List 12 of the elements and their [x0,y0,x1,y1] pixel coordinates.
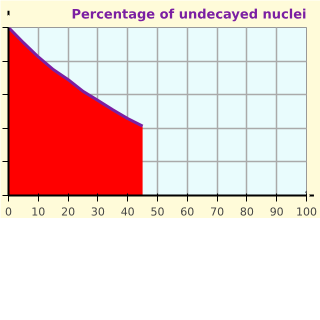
x-tick-label: 90 [270,206,284,218]
chart-title: Percentage of undecayed nuclei [71,8,306,22]
x-tick-label: 80 [240,206,254,218]
x-tick-label: 40 [120,206,135,218]
x-tick-label: 60 [180,206,194,218]
x-tick-label: 0 [5,206,12,218]
x-tick-label: 20 [61,206,76,218]
x-tick-label: 100 [296,206,317,218]
x-tick-label: 30 [90,206,105,218]
x-tick-label: 10 [31,206,46,218]
x-tick-label: 50 [150,206,164,218]
x-tick-label: 70 [210,206,224,218]
